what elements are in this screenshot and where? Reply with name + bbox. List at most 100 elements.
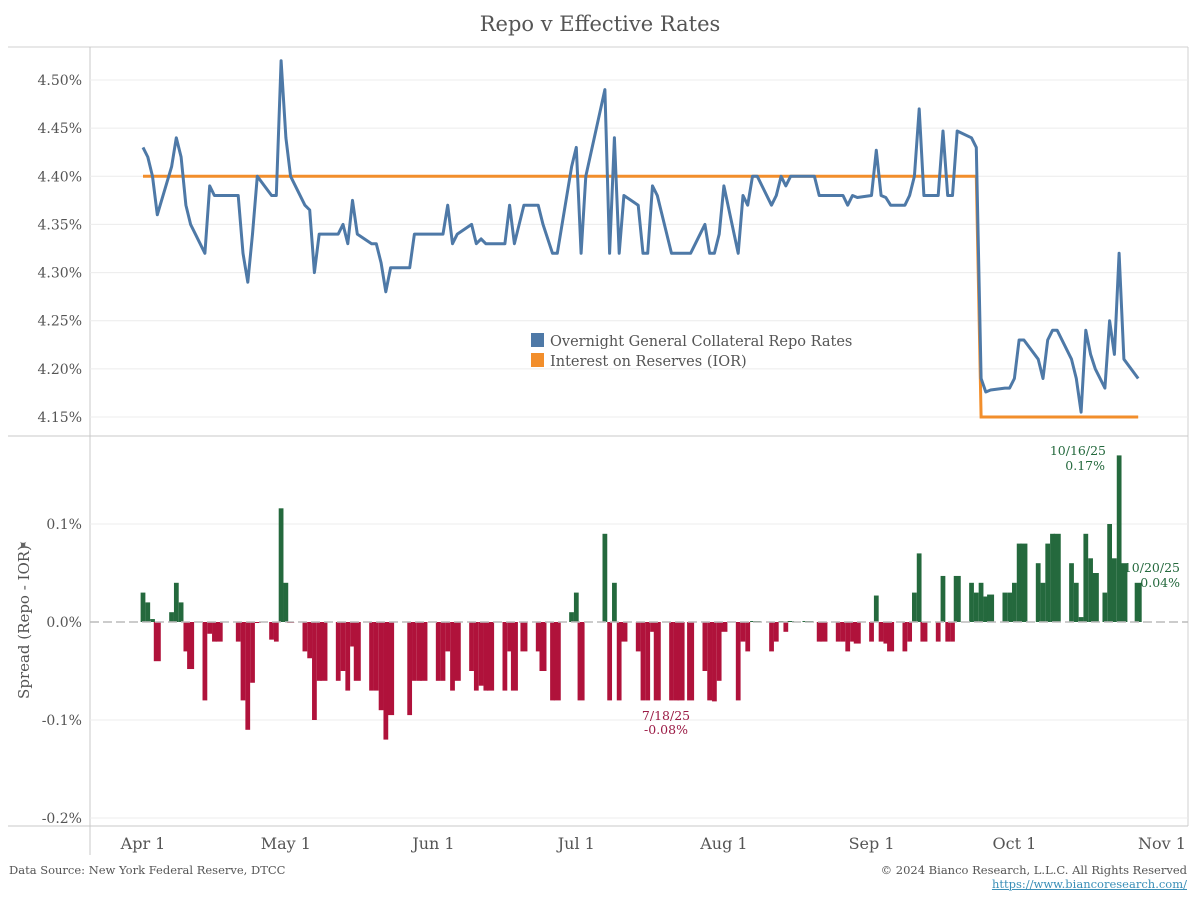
spread-bar [912, 592, 917, 622]
spread-bar [1134, 582, 1142, 622]
spread-bar [312, 622, 317, 720]
top-y-axis-ticks: 4.50% 4.45% 4.40% 4.35% 4.30% 4.25% 4.20% 4.15% [38, 73, 82, 426]
spread-bar [987, 594, 995, 622]
spread-bar [153, 622, 161, 662]
spread-bar [1040, 582, 1046, 622]
spread-bar [569, 612, 574, 622]
bottom-y-tick-label: -0.1% [42, 713, 82, 729]
spread-bar [373, 622, 379, 691]
top-y-tick-label: 4.30% [38, 266, 82, 282]
spread-bar [1120, 563, 1128, 622]
spread-bar [387, 622, 395, 716]
spread-bar [1012, 582, 1017, 622]
x-tick-label: Nov 1 [1138, 834, 1186, 853]
spread-bar [483, 622, 489, 691]
spread-bar [250, 622, 255, 683]
spread-bar [978, 582, 984, 622]
spread-bar [902, 622, 908, 652]
x-tick-label: Jul 1 [556, 834, 595, 853]
spread-bar [539, 622, 547, 671]
spread-bar [340, 622, 346, 671]
spread-bar [215, 622, 223, 642]
spread-bar [669, 622, 674, 701]
x-axis-ticks: Apr 1 May 1 Jun 1 Jul 1 Aug 1 Sep 1 Oct 1 Nov 1 [120, 834, 1186, 853]
spread-bar [612, 582, 617, 622]
spread-bar [850, 622, 855, 642]
spread-bar [445, 622, 451, 652]
spread-bar [735, 622, 741, 701]
bottom-y-axis-label-group: Spread (Repo - IOR) [15, 545, 33, 699]
spread-bar [316, 622, 322, 681]
copyright-notice: © 2024 Bianco Research, L.L.C. All Right… [880, 863, 1187, 877]
top-y-tick-label: 4.40% [38, 169, 82, 185]
spread-bar [983, 596, 989, 622]
x-tick-label: Oct 1 [992, 834, 1036, 853]
bottom-y-axis-label: Spread (Repo - IOR) [15, 545, 33, 699]
spread-bar [140, 592, 146, 622]
spread-bar [816, 622, 822, 642]
spread-bar [440, 622, 446, 681]
annotation-min-value: -0.08% [644, 722, 688, 737]
spread-bar [378, 622, 384, 711]
spread-bar [469, 622, 474, 671]
spread-bar [945, 622, 951, 642]
spread-bar [577, 622, 585, 701]
spread-bar [350, 622, 355, 647]
bottom-y-tick-label: -0.2% [42, 811, 82, 827]
spread-bar [1107, 524, 1113, 622]
spread-bar [769, 622, 774, 652]
spread-bar [1078, 617, 1084, 622]
spread-bar [507, 622, 513, 652]
chart-title: Repo v Effective Rates [479, 12, 721, 36]
annotation-last-value: 0.04% [1140, 575, 1180, 590]
spread-bar [573, 592, 579, 622]
spread-bar [687, 622, 695, 701]
spread-bar [940, 575, 946, 622]
legend-swatch-ior [531, 353, 544, 367]
spread-bar [283, 582, 289, 622]
spread-bar [178, 602, 184, 622]
spread-bar [1112, 558, 1117, 622]
top-y-tick-label: 4.25% [38, 314, 82, 330]
spread-bar [183, 622, 189, 652]
spread-bar [420, 622, 428, 681]
spread-bar [1091, 573, 1099, 622]
x-tick-label: Apr 1 [120, 834, 166, 853]
ior-line [143, 174, 1139, 419]
spread-bar [145, 602, 151, 622]
spread-bar [845, 622, 851, 652]
x-tick-label: Aug 1 [699, 834, 747, 853]
spread-bar [783, 622, 789, 632]
spread-bar [878, 622, 884, 642]
spread-bar [207, 622, 213, 634]
spread-bar [1050, 533, 1055, 622]
spread-bar [750, 621, 755, 623]
spread-bar [740, 622, 746, 642]
spread-bar [920, 622, 928, 642]
spread-bar [553, 622, 561, 701]
top-y-tick-label: 4.20% [38, 362, 82, 378]
spread-bar [353, 622, 361, 681]
spread-bar [269, 622, 274, 640]
spread-bar [1002, 592, 1008, 622]
legend-label-ior: Interest on Reserves (IOR) [550, 354, 747, 370]
spread-bar [245, 622, 251, 730]
top-y-tick-label: 4.15% [38, 410, 82, 426]
spread-bar [302, 622, 308, 652]
spread-bar [640, 622, 646, 701]
legend-label-repo: Overnight General Collateral Repo Rates [550, 334, 852, 350]
website-link[interactable]: https://www.biancoresearch.com/ [991, 877, 1187, 891]
bottom-y-tick-label: 0.0% [46, 615, 82, 631]
spread-bar [278, 508, 284, 622]
spread-bar [745, 622, 751, 652]
spread-bar [840, 622, 846, 642]
spread-bar [235, 622, 241, 642]
x-tick-label: Jun 1 [410, 834, 454, 853]
spread-bar [510, 622, 518, 691]
spread-bar [320, 622, 328, 681]
spread-bar [1007, 592, 1013, 622]
spread-bar [616, 622, 622, 701]
spread-bar [935, 622, 941, 642]
spread-bar [645, 622, 651, 701]
spread-bar [1053, 533, 1061, 622]
